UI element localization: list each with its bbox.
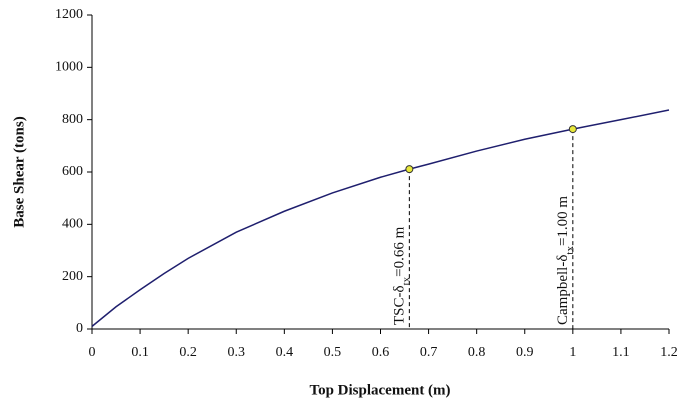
x-tick-label: 0: [89, 345, 96, 360]
x-tick-label: 0.1: [131, 345, 149, 360]
annotation: Campbell-δtx=1.00 m: [555, 196, 575, 325]
marker: [405, 165, 414, 174]
y-tick-label: 1000: [55, 60, 83, 75]
y-tick-label: 800: [62, 112, 83, 127]
x-tick-label: 0.3: [228, 345, 246, 360]
x-tick-label: 0.8: [468, 345, 486, 360]
y-tick-label: 1200: [55, 7, 83, 22]
x-tick-label: 0.7: [420, 345, 438, 360]
y-tick-label: 400: [62, 217, 83, 232]
x-tick-label: 0.5: [324, 345, 342, 360]
annotation-part: Campbell-δ: [555, 255, 571, 325]
annotation: TSC-δtx=0.66 m: [392, 226, 412, 325]
x-tick-label: 0.2: [179, 345, 197, 360]
curve: [91, 109, 670, 327]
x-tick-label: 0.4: [276, 345, 294, 360]
y-tick-label: 200: [62, 269, 83, 284]
annotation-part: tx: [400, 276, 412, 285]
y-axis-title: Base Shear (tons): [11, 116, 27, 227]
annotation-part: =1.00 m: [555, 196, 571, 246]
annotation-part: =0.66 m: [392, 226, 408, 276]
annotation-part: TSC-δ: [392, 285, 408, 325]
x-tick-label: 0.9: [516, 345, 534, 360]
x-tick-label: 1: [569, 345, 576, 360]
y-tick-label: 600: [62, 164, 83, 179]
marker: [568, 125, 577, 134]
x-tick-label: 1.2: [660, 345, 678, 360]
y-tick-label: 0: [76, 321, 83, 336]
x-tick-label: 0.6: [372, 345, 390, 360]
x-axis-title: Top Displacement (m): [309, 382, 450, 398]
annotation-part: tx: [563, 246, 575, 255]
x-tick-label: 1.1: [612, 345, 630, 360]
